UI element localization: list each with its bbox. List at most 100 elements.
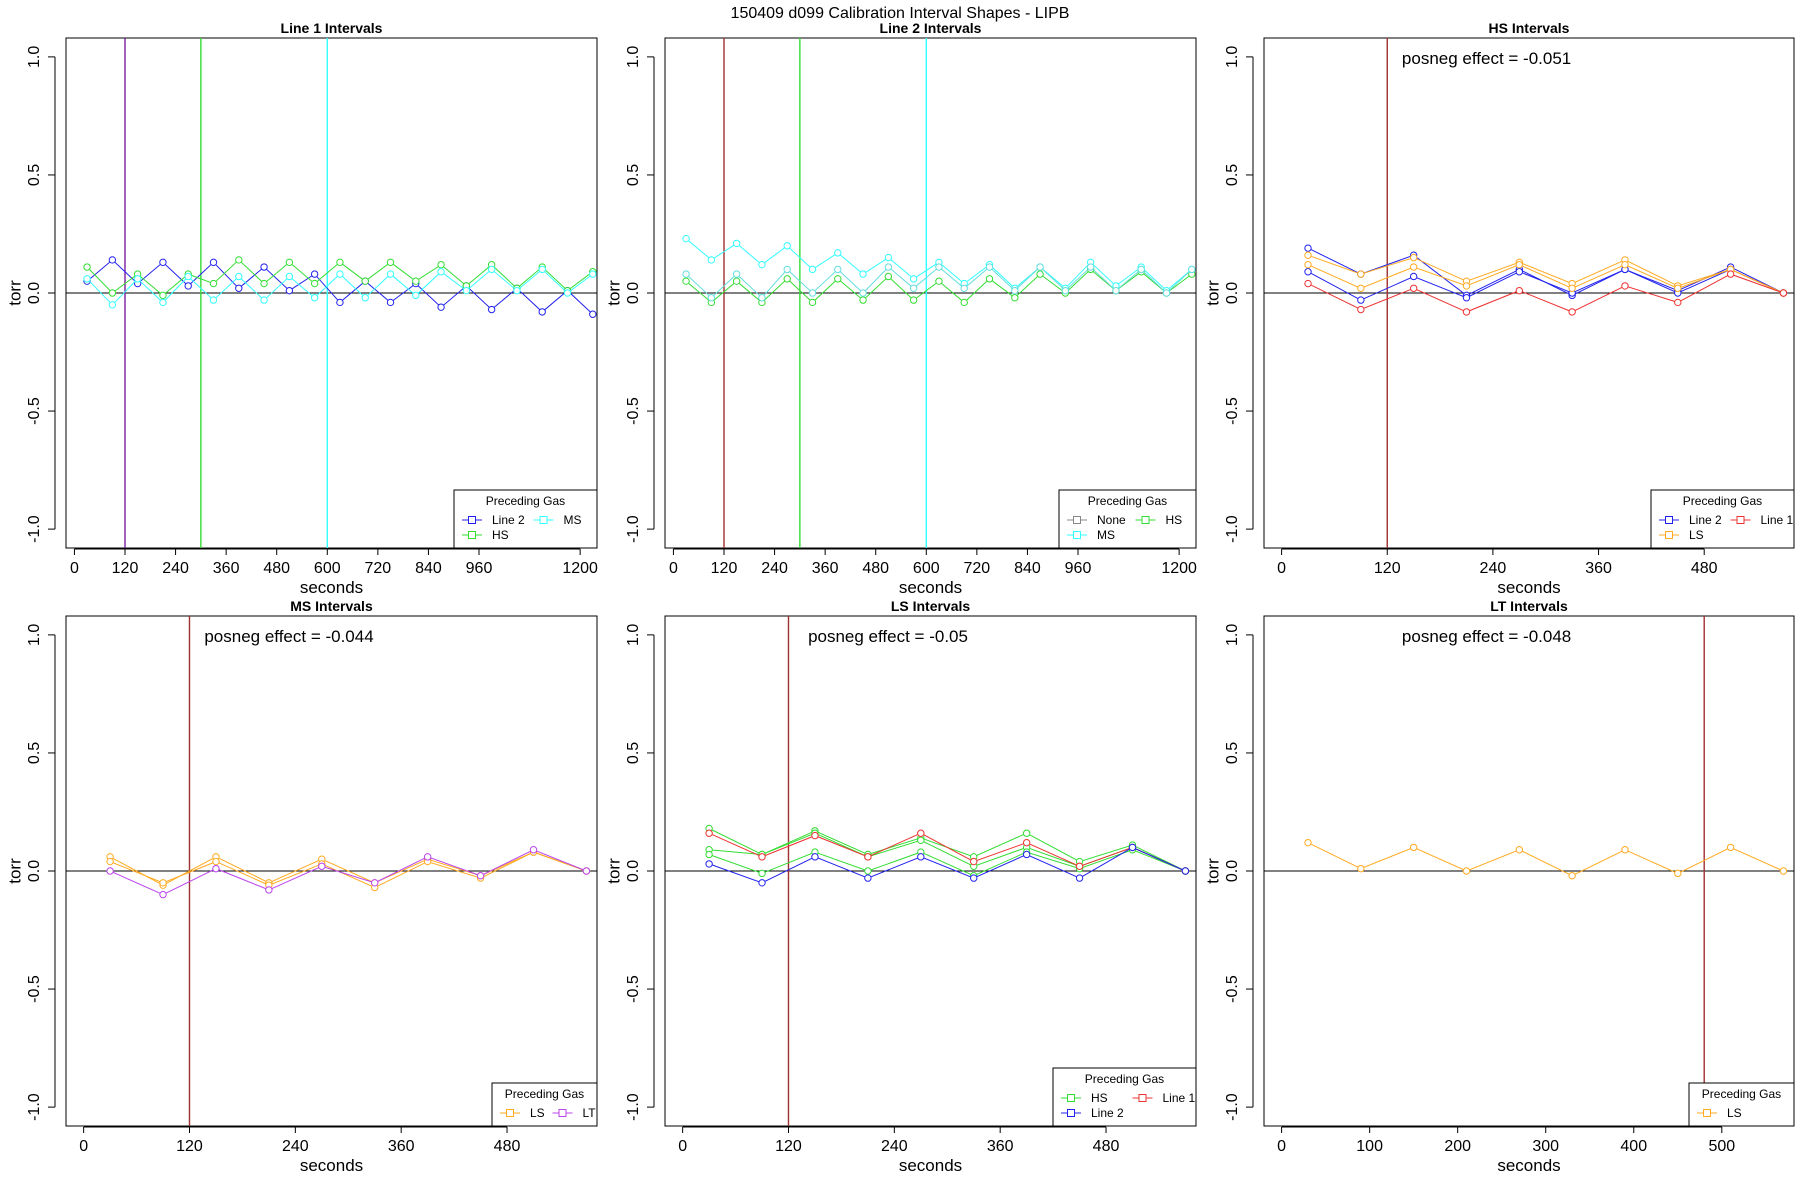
series-5 [705,843,1190,887]
data-point [462,286,471,295]
data-point [1779,289,1788,297]
data-point [682,277,690,285]
data-point [960,298,968,307]
y-tick-label: 0.5 [26,164,43,186]
x-tick-label: 240 [761,560,788,577]
data-point [1674,298,1682,307]
legend-swatch-marker [468,531,476,539]
data-point [1022,829,1031,837]
data-point [1011,294,1019,302]
x-axis-label: seconds [300,1156,363,1175]
data-point [1075,874,1084,882]
data-point [106,867,114,875]
data-point [682,234,690,243]
y-tick-label: -0.5 [625,975,642,1003]
data-point [589,270,597,278]
data-point [1304,838,1312,847]
data-point [705,860,713,868]
legend: Preceding Gas HS Line 1 Line 2 [1052,1067,1197,1127]
data-point [909,284,918,292]
data-point [758,869,766,878]
x-tick-label: 240 [881,1138,908,1155]
data-point [212,857,220,866]
data-point [1621,282,1629,290]
x-tick-label: 720 [365,560,392,577]
y-tick-label: 1.0 [26,46,43,68]
data-point [732,270,741,278]
y-axis-label: torr [5,280,24,306]
data-point [783,265,791,274]
data-point [159,879,167,887]
x-tick-label: 400 [1620,1138,1647,1155]
x-tick-label: 360 [213,560,240,577]
legend-label: LS [1727,1106,1742,1120]
data-point [1357,296,1365,304]
data-point [1409,253,1418,262]
series-2 [106,848,591,892]
series-1 [1304,838,1788,880]
panel-title: HS Intervals [1489,20,1570,36]
x-tick-label: 840 [415,560,442,577]
series-3 [106,846,591,899]
data-point [285,258,294,267]
data-point [1409,272,1418,281]
data-point [423,853,432,861]
legend-label: HS [1166,513,1183,527]
x-tick-label: 1200 [1161,560,1197,577]
panel-title: Line 2 Intervals [880,20,982,36]
y-axis-label: torr [604,858,623,884]
data-point [184,272,192,281]
series-line [708,832,1186,872]
x-tick-label: 480 [1093,1138,1120,1155]
data-point [985,275,994,283]
data-point [935,277,943,285]
data-point [758,853,766,861]
series-line [109,849,587,896]
data-point [487,265,496,274]
data-point [159,890,167,899]
data-point [371,879,379,887]
data-point [1061,286,1070,295]
data-point [834,265,842,274]
data-point [1137,265,1145,274]
data-point [310,270,319,278]
data-point [884,263,893,271]
series-3 [83,265,597,309]
data-point [235,284,243,292]
data-point [1462,282,1471,290]
x-tick-label: 240 [1480,560,1507,577]
data-point [412,277,420,285]
y-tick-label: 0.0 [26,860,43,882]
data-point [864,867,872,875]
legend-entry: Line 2 [462,513,525,527]
data-point [917,829,925,837]
data-point [1036,270,1044,278]
legend-entry: Line 1 [1132,1091,1196,1105]
data-point [260,279,268,288]
data-point [1128,843,1137,852]
data-point [529,846,538,854]
panel-5: LS Intervals -1.0 -0.5 0.0 0.5 1.0 torr 0 120 240… [604,598,1197,1175]
x-tick-label: 960 [1065,560,1092,577]
legend-swatch-marker [539,516,548,524]
data-point [437,303,445,311]
legend-swatch-marker [1141,516,1150,524]
series-line [1307,264,1784,294]
series-3 [1304,251,1788,297]
legend-label: LT [583,1106,597,1120]
legend-swatch-marker [558,1109,567,1117]
legend-entry: LT [552,1106,597,1120]
data-point [811,831,819,840]
series-3 [705,846,1190,880]
posneg-annotation: posneg effect = -0.051 [1402,49,1571,68]
y-tick-label: 0.0 [625,282,642,304]
y-tick-label: -0.5 [1224,975,1241,1003]
data-point [917,853,925,861]
legend-box [1688,1082,1795,1127]
legend-swatch-marker [468,516,476,524]
y-axis-label: torr [604,280,623,306]
data-point [265,886,273,894]
x-tick-label: 360 [987,1138,1014,1155]
legend-entry: Line 2 [1061,1106,1124,1120]
panels: Line 1 Intervals -1.0 -0.5 0.0 0.5 1.0 torr 0 12… [5,20,1795,1175]
